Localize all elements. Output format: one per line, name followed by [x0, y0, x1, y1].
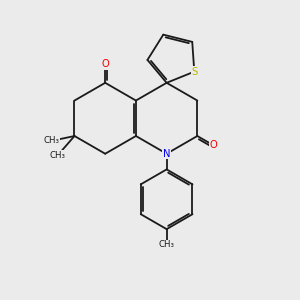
- Text: O: O: [210, 140, 218, 150]
- Text: O: O: [101, 59, 109, 69]
- Text: CH₃: CH₃: [159, 240, 175, 249]
- Text: S: S: [191, 67, 197, 77]
- Text: CH₃: CH₃: [44, 136, 60, 146]
- Text: CH₃: CH₃: [50, 151, 66, 160]
- Text: N: N: [163, 149, 170, 159]
